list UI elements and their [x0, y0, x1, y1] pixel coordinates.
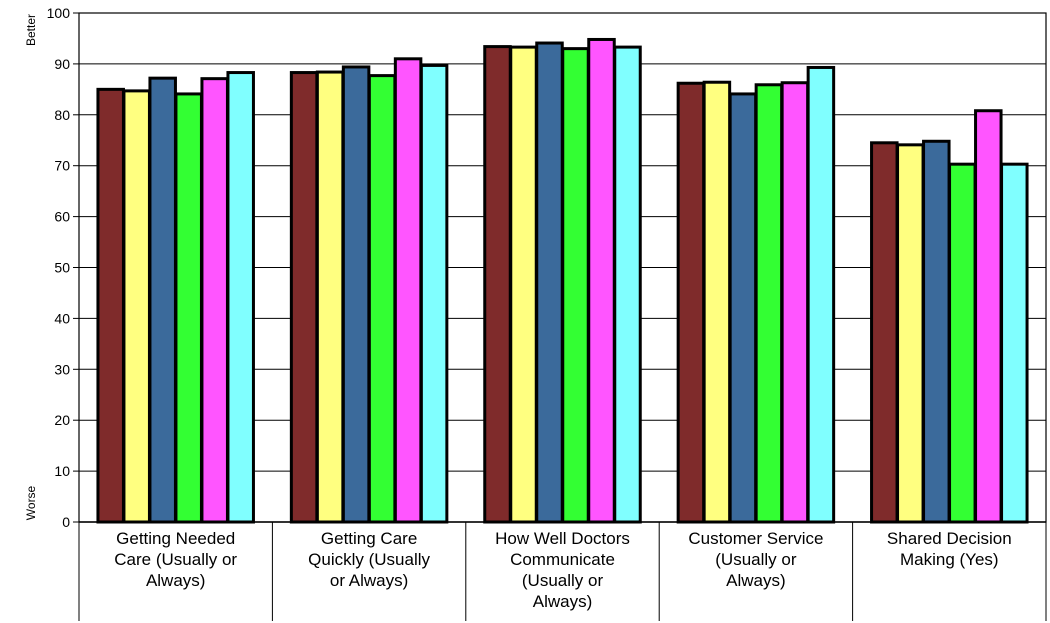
category-label: Customer Service: [688, 529, 823, 548]
bar: [226, 71, 255, 524]
bar: [200, 77, 229, 524]
category-label: Shared Decision: [887, 529, 1012, 548]
category-label: Making (Yes): [900, 550, 999, 569]
y-tick-label: 20: [54, 412, 70, 428]
bar: [419, 63, 449, 524]
category-label: Always): [146, 571, 206, 590]
category-label: Always): [533, 592, 593, 611]
y-tick-label: 40: [54, 310, 70, 326]
category-label: (Usually or: [522, 571, 604, 590]
y-tick-label: 70: [54, 158, 70, 174]
bar: [702, 80, 732, 524]
bars: [96, 37, 1029, 524]
category-label: (Usually or: [715, 550, 797, 569]
bar: [806, 65, 836, 524]
y-tick-label: 0: [62, 514, 70, 530]
bar: [587, 37, 616, 524]
bar: [948, 162, 977, 524]
y-tick-label: 10: [54, 463, 70, 479]
category-label: Getting Needed: [116, 529, 235, 548]
y-tick-label: 90: [54, 56, 70, 72]
bar: [728, 92, 758, 524]
category-label: Care (Usually or: [114, 550, 237, 569]
bar: [676, 81, 706, 524]
y-tick-label: 50: [54, 260, 70, 276]
category-label: Communicate: [510, 550, 615, 569]
bar: [613, 45, 642, 524]
category-axis: Getting Needed Care (Usually or Always) Get…: [114, 529, 1011, 611]
category-label: How Well Doctors: [495, 529, 630, 548]
bar: [509, 45, 538, 524]
better-label: Better: [24, 14, 38, 46]
bar: [315, 70, 345, 524]
bar: [341, 65, 371, 524]
bar: [96, 87, 125, 524]
bar: [174, 92, 203, 524]
y-axis: 0 10 20 30 40 50 60 70 80 90 100: [47, 5, 79, 530]
bar: [754, 83, 784, 524]
category-label: Always): [726, 571, 786, 590]
bar: [780, 81, 810, 524]
y-tick-label: 100: [47, 5, 71, 21]
bar: [561, 47, 590, 524]
bar: [148, 76, 177, 524]
worse-label: Worse: [24, 485, 38, 520]
bar: [483, 45, 512, 524]
y-tick-label: 80: [54, 107, 70, 123]
bar: [393, 57, 423, 524]
bar: [367, 74, 397, 524]
bar: [922, 139, 951, 524]
category-label: Getting Care: [321, 529, 417, 548]
bar: [289, 71, 319, 524]
category-label: or Always): [330, 571, 408, 590]
bar: [122, 89, 151, 524]
y-tick-label: 60: [54, 209, 70, 225]
bar: [1000, 162, 1029, 524]
bar: [535, 41, 564, 524]
bar: [870, 141, 899, 524]
bar: [896, 143, 925, 524]
bar: [974, 109, 1003, 524]
category-label: Quickly (Usually: [308, 550, 430, 569]
y-tick-label: 30: [54, 361, 70, 377]
